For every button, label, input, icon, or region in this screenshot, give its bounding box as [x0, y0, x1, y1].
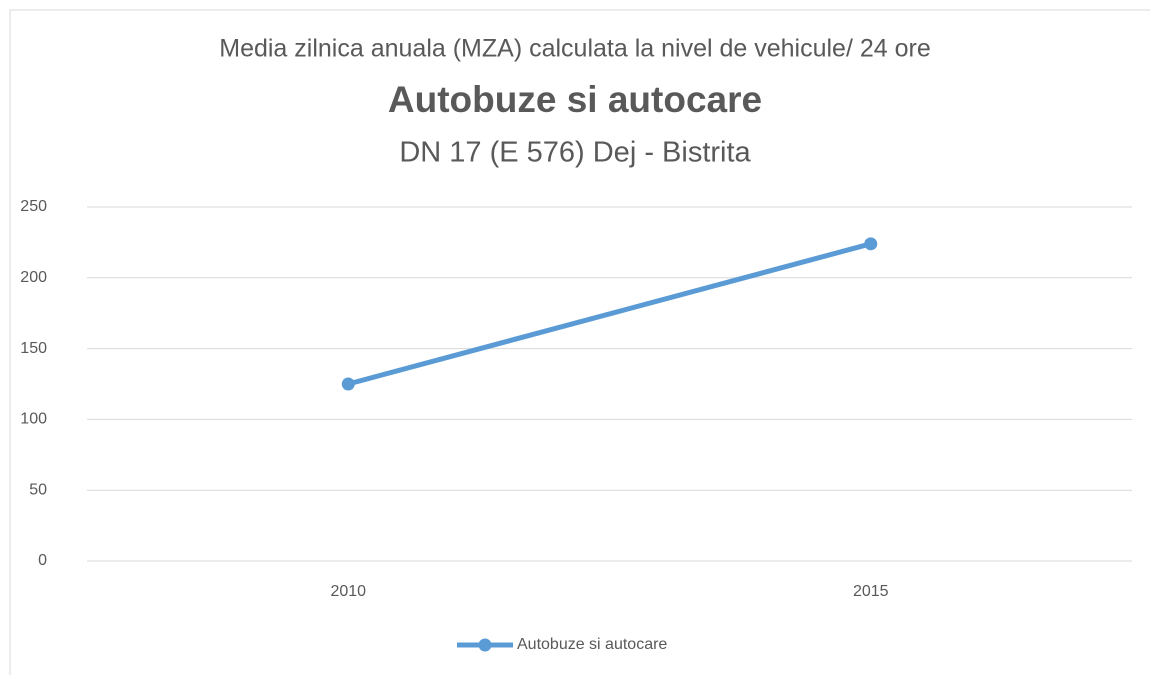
- chart-subtitle: DN 17 (E 576) Dej - Bistrita: [399, 137, 751, 169]
- x-tick-label: 2010: [330, 583, 366, 600]
- legend-label: Autobuze si autocare: [517, 636, 667, 653]
- data-point: [864, 237, 878, 251]
- legend-marker: [478, 638, 492, 652]
- chart-supertitle: Media zilnica anuala (MZA) calculata la …: [219, 35, 930, 63]
- y-tick-label: 0: [38, 552, 47, 569]
- y-tick-label: 250: [20, 198, 47, 215]
- y-tick-label: 200: [20, 269, 47, 286]
- chart-frame: [9, 9, 1150, 675]
- y-tick-label: 150: [20, 340, 47, 357]
- chart-title: Autobuze si autocare: [388, 79, 762, 120]
- x-tick-label: 2015: [853, 583, 889, 600]
- y-tick-label: 100: [20, 411, 47, 428]
- data-point: [341, 377, 355, 391]
- y-tick-label: 50: [29, 481, 47, 498]
- series-line: [345, 241, 874, 387]
